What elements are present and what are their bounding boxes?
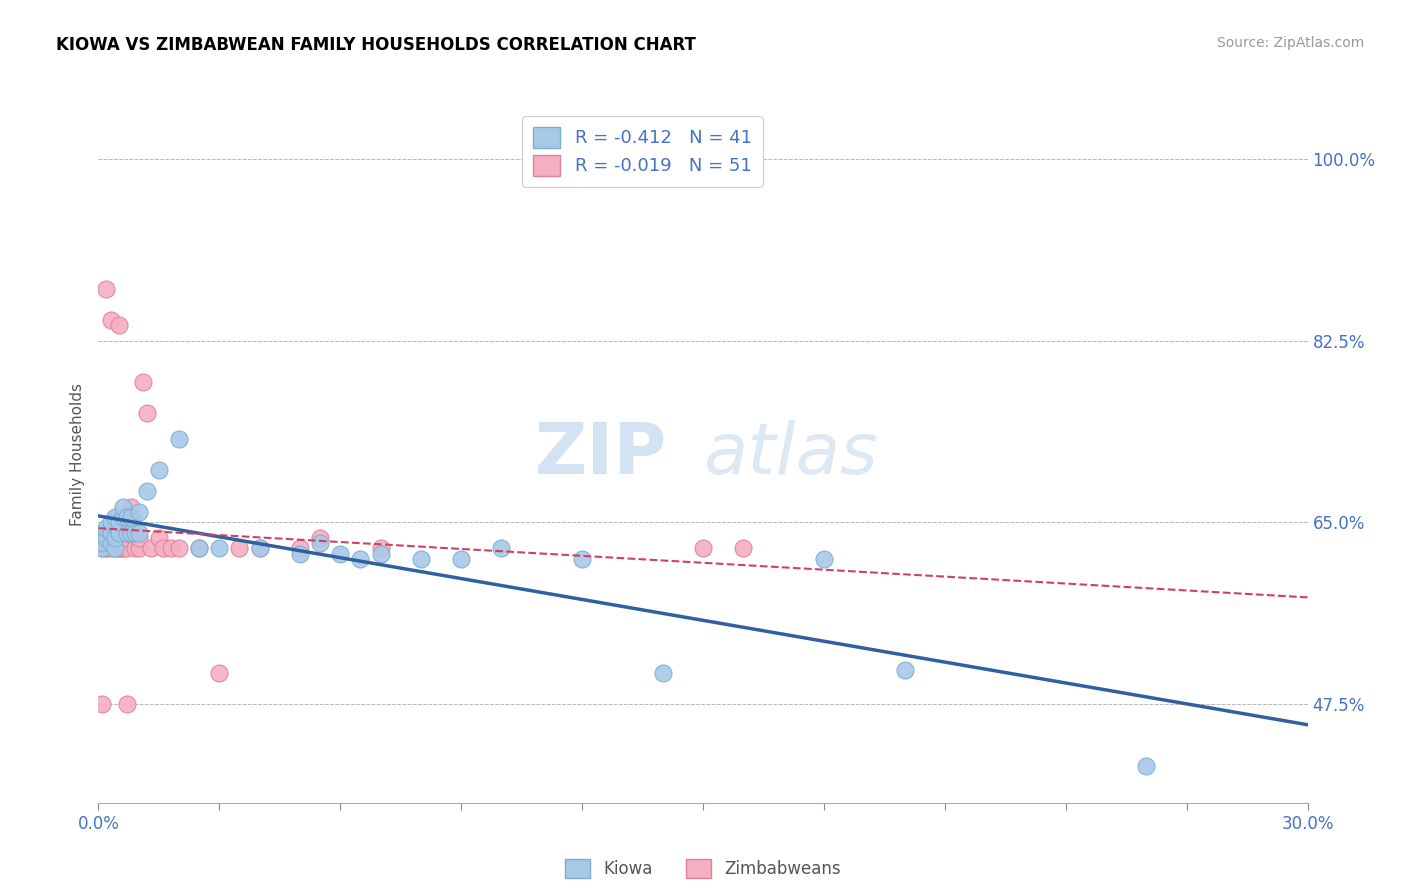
Point [115,531,138,545]
Point [91,536,114,550]
Point [249,541,271,556]
Point [96,531,118,545]
Point [100,525,122,540]
Point [91,541,114,556]
Point [111,510,134,524]
Point [115,531,138,545]
Point [409,551,432,566]
Point [91,525,114,540]
Point [107,541,129,556]
Point [288,541,311,556]
Point [111,500,134,514]
Point [167,541,190,556]
Text: atlas: atlas [703,420,877,490]
Point [115,541,138,556]
Point [100,531,122,545]
Point [148,531,170,545]
Point [91,541,114,556]
Point [107,541,129,556]
Point [107,525,129,540]
Point [370,541,392,556]
Point [329,547,352,561]
Point [103,531,125,545]
Point [120,510,142,524]
Point [100,313,122,327]
Point [111,541,134,556]
Point [733,541,755,556]
Point [107,516,129,530]
Point [1135,759,1157,773]
Point [208,541,231,556]
Point [128,541,150,556]
Point [103,541,125,556]
Point [91,536,114,550]
Point [188,541,211,556]
Point [100,525,122,540]
Point [100,536,122,550]
Point [208,665,231,680]
Point [893,663,915,677]
Point [100,536,122,550]
Y-axis label: Family Households: Family Households [69,384,84,526]
Text: ZIP: ZIP [534,420,666,490]
Point [450,551,472,566]
Point [491,541,513,556]
Point [692,541,714,556]
Point [124,541,146,556]
Point [135,406,157,420]
Point [228,541,250,556]
Point [813,551,835,566]
Point [111,531,134,545]
Point [148,463,170,477]
Point [309,536,332,550]
Point [128,531,150,545]
Point [188,541,211,556]
Point [103,531,125,545]
Point [111,541,134,556]
Point [128,525,150,540]
Point [651,665,673,680]
Point [100,541,122,556]
Point [96,541,118,556]
Point [120,500,142,514]
Text: Source: ZipAtlas.com: Source: ZipAtlas.com [1216,36,1364,50]
Point [115,697,138,711]
Point [128,505,150,519]
Point [167,433,190,447]
Point [107,318,129,332]
Point [96,282,118,296]
Point [115,525,138,540]
Point [107,536,129,550]
Point [115,510,138,524]
Point [152,541,174,556]
Legend: Kiowa, Zimbabweans: Kiowa, Zimbabweans [558,853,848,885]
Point [96,536,118,550]
Point [135,484,157,499]
Point [249,541,271,556]
Point [100,516,122,530]
Point [288,547,311,561]
Point [103,510,125,524]
Point [103,536,125,550]
Point [96,541,118,556]
Point [124,525,146,540]
Point [370,547,392,561]
Point [96,525,118,540]
Point [132,376,155,390]
Point [309,531,332,545]
Point [103,541,125,556]
Point [91,697,114,711]
Point [139,541,162,556]
Point [96,520,118,534]
Point [120,510,142,524]
Point [160,541,183,556]
Point [571,551,593,566]
Point [120,525,142,540]
Point [107,531,129,545]
Point [103,525,125,540]
Point [124,531,146,545]
Text: KIOWA VS ZIMBABWEAN FAMILY HOUSEHOLDS CORRELATION CHART: KIOWA VS ZIMBABWEAN FAMILY HOUSEHOLDS CO… [56,36,696,54]
Point [349,551,371,566]
